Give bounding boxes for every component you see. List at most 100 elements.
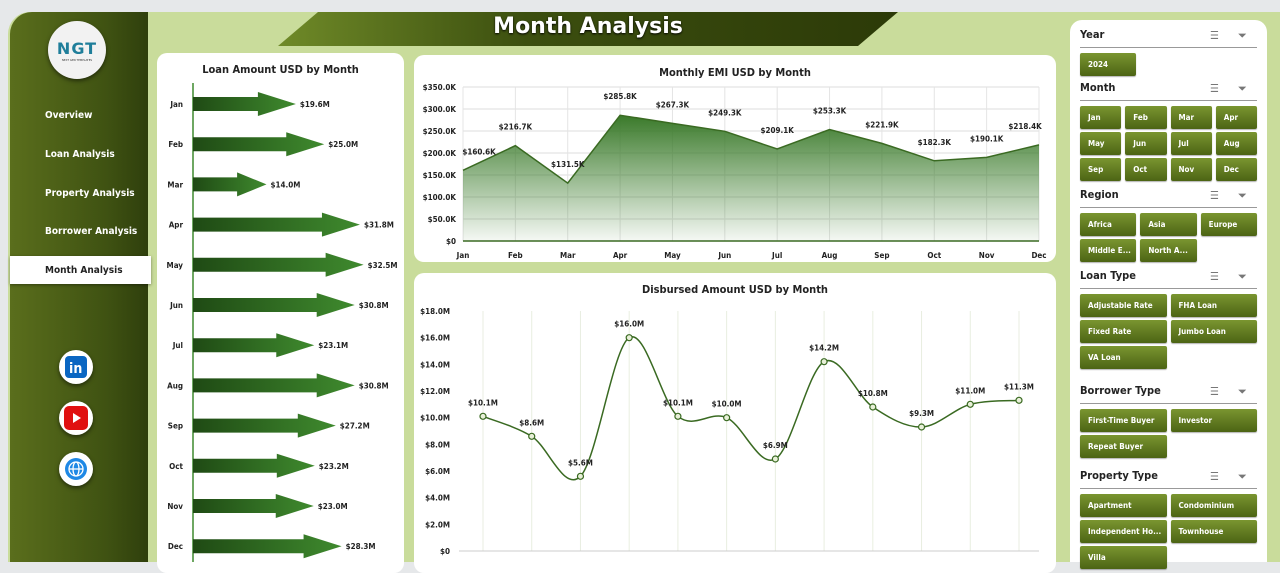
- y-tick-label: $16.0M: [420, 334, 450, 343]
- slicer-button[interactable]: May: [1080, 132, 1122, 155]
- slicer-button[interactable]: Villa: [1080, 546, 1167, 569]
- data-label: $10.1M: [468, 398, 498, 407]
- data-label: $11.3M: [1004, 382, 1034, 391]
- slicer-panel: Year ☰ ⏷ 2024 Month ☰ ⏷ Jan Feb Mar Apr May Jun Jul Au…: [1070, 20, 1267, 569]
- slicer-button[interactable]: Feb: [1125, 106, 1167, 129]
- bar-arrow: [193, 92, 296, 116]
- clear-filter-icon[interactable]: ⏷: [1238, 470, 1247, 483]
- nav-borrower-analysis[interactable]: Borrower Analysis: [45, 225, 138, 237]
- slicer-button[interactable]: First-Time Buyer: [1080, 409, 1167, 432]
- data-label: $23.2M: [319, 462, 349, 471]
- multi-select-icon[interactable]: ☰: [1210, 189, 1219, 202]
- data-point: [576, 472, 585, 480]
- slicer-property-type-header: Property Type ☰ ⏷: [1080, 469, 1257, 489]
- multi-select-icon[interactable]: ☰: [1210, 29, 1219, 42]
- logo-text: NGT: [56, 38, 98, 58]
- clear-filter-icon[interactable]: ⏷: [1238, 385, 1247, 398]
- nav-property-analysis[interactable]: Property Analysis: [45, 187, 135, 199]
- data-point: [917, 423, 926, 431]
- multi-select-icon[interactable]: ☰: [1210, 470, 1219, 483]
- data-point: [966, 400, 974, 408]
- data-label: $23.0M: [318, 502, 348, 511]
- bar-arrow: [193, 212, 360, 237]
- slicer-button[interactable]: Jumbo Loan: [1170, 320, 1257, 343]
- clear-filter-icon[interactable]: ⏷: [1238, 82, 1247, 95]
- y-tick-label: $12.0M: [420, 387, 450, 396]
- slicer-button[interactable]: Apartment: [1080, 494, 1167, 517]
- slicer-button[interactable]: Condominium: [1170, 494, 1257, 517]
- slicer-button[interactable]: Townhouse: [1170, 520, 1257, 543]
- slicer-button[interactable]: Nov: [1170, 158, 1212, 181]
- multi-select-icon[interactable]: ☰: [1210, 385, 1219, 398]
- nav-month-analysis[interactable]: Month Analysis: [10, 256, 151, 284]
- slicer-button[interactable]: Jul: [1170, 132, 1212, 155]
- slicer-button[interactable]: Independent Ho...: [1080, 520, 1167, 543]
- x-tick-label: May: [664, 251, 681, 260]
- category-label: Apr: [169, 221, 184, 230]
- category-label: Mar: [167, 180, 183, 189]
- slicer-button[interactable]: 2024: [1080, 53, 1136, 76]
- data-label: $10.8M: [858, 389, 888, 398]
- slicer-button[interactable]: Apr: [1215, 106, 1257, 129]
- category-label: Jan: [169, 100, 183, 109]
- clear-filter-icon[interactable]: ⏷: [1238, 189, 1247, 202]
- slicer-button[interactable]: Adjustable Rate: [1080, 294, 1167, 317]
- data-label: $9.3M: [909, 409, 934, 418]
- youtube-icon[interactable]: [59, 401, 93, 435]
- multi-select-icon[interactable]: ☰: [1210, 270, 1219, 283]
- data-point: [723, 414, 731, 422]
- slicer-button[interactable]: Middle E...: [1080, 239, 1137, 262]
- slicer-button[interactable]: VA Loan: [1080, 346, 1167, 369]
- slicer-button[interactable]: Africa: [1080, 213, 1137, 236]
- x-tick-label: Apr: [613, 251, 628, 260]
- y-tick-label: $200.0K: [423, 149, 457, 158]
- emi-chart: $0 $50.0K $100.0K $150.0K $200.0K $250.0K $300…: [423, 83, 1047, 260]
- x-tick-label: Dec: [1031, 251, 1046, 260]
- slicer-button[interactable]: Europe: [1200, 213, 1257, 236]
- slicer-button[interactable]: Investor: [1170, 409, 1257, 432]
- y-tick-label: $50.0K: [428, 215, 457, 224]
- slicer-button[interactable]: Mar: [1170, 106, 1212, 129]
- data-label: $23.1M: [318, 341, 348, 350]
- loan-amount-card: Loan Amount USD by Month Jan $19.6M Feb $25…: [157, 53, 404, 573]
- data-label: $267.3K: [656, 100, 690, 109]
- x-tick-label: Feb: [508, 251, 523, 260]
- slicer-button[interactable]: Oct: [1125, 158, 1167, 181]
- nav-loan-analysis[interactable]: Loan Analysis: [45, 148, 115, 160]
- y-tick-label: $150.0K: [423, 171, 457, 180]
- area-fill: [463, 115, 1039, 241]
- multi-select-icon[interactable]: ☰: [1210, 82, 1219, 95]
- x-tick-label: Aug: [822, 251, 838, 260]
- bar-arrow: [193, 413, 336, 438]
- globe-icon[interactable]: [59, 452, 93, 486]
- y-tick-label: $8.0M: [425, 440, 450, 449]
- slicer-button[interactable]: Asia: [1140, 213, 1197, 236]
- data-label: $218.4K: [1008, 122, 1042, 131]
- chart-title: Loan Amount USD by Month: [202, 63, 359, 76]
- slicer-button[interactable]: Sep: [1080, 158, 1122, 181]
- data-point: [528, 432, 536, 440]
- nav-overview[interactable]: Overview: [45, 109, 93, 121]
- category-label: Feb: [168, 140, 183, 149]
- data-label: $285.8K: [603, 92, 637, 101]
- slicer-button[interactable]: Jun: [1125, 132, 1167, 155]
- slicer-button[interactable]: Repeat Buyer: [1080, 435, 1167, 458]
- slicer-button[interactable]: Aug: [1215, 132, 1257, 155]
- linkedin-icon[interactable]: in: [59, 350, 93, 384]
- slicer-button[interactable]: FHA Loan: [1170, 294, 1257, 317]
- data-label: $14.0M: [271, 180, 301, 189]
- category-label: Dec: [168, 542, 183, 551]
- category-label: Sep: [168, 422, 183, 431]
- data-point: [820, 358, 828, 366]
- clear-filter-icon[interactable]: ⏷: [1238, 270, 1247, 283]
- svg-text:in: in: [69, 361, 82, 377]
- clear-filter-icon[interactable]: ⏷: [1238, 29, 1247, 42]
- slicer-button[interactable]: North A...: [1140, 239, 1197, 262]
- chart-title: Monthly EMI USD by Month: [659, 66, 811, 79]
- category-label: Nov: [167, 502, 183, 511]
- data-label: $10.1M: [663, 398, 693, 407]
- slicer-button[interactable]: Fixed Rate: [1080, 320, 1167, 343]
- y-tick-label: $0: [440, 547, 450, 556]
- slicer-button[interactable]: Dec: [1215, 158, 1257, 181]
- slicer-button[interactable]: Jan: [1080, 106, 1122, 129]
